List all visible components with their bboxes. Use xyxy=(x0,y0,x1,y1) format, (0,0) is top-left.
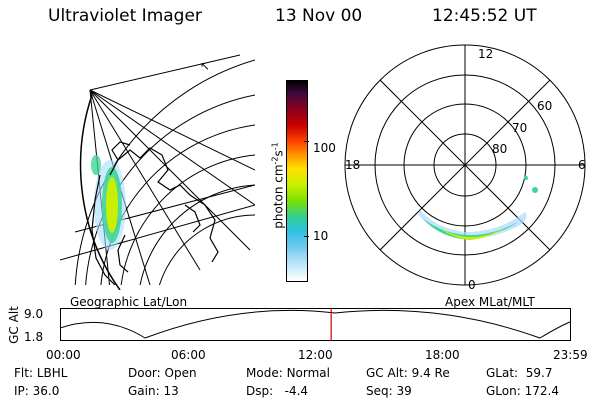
mode-value: Normal xyxy=(286,366,330,380)
geographic-panel-title: Geographic Lat/Lon xyxy=(70,295,188,309)
gain-label: Gain: xyxy=(128,384,160,398)
time-tick-0: 00:00 xyxy=(46,348,81,362)
glat-value: 59.7 xyxy=(525,366,553,380)
time-tick-4: 23:59 xyxy=(553,348,588,362)
seq-value: 39 xyxy=(396,384,412,398)
glon-info: GLon: 172.4 xyxy=(486,384,559,398)
colorbar-tick-10: 10 xyxy=(313,229,329,243)
unit-text: s xyxy=(271,150,286,157)
ip-label: IP: xyxy=(14,384,29,398)
ip-info: IP: 36.0 xyxy=(14,384,59,398)
colorbar-tickmark xyxy=(304,236,309,237)
colorbar-tick-100: 100 xyxy=(313,141,336,155)
mlat-label-70: 70 xyxy=(512,121,528,135)
mlt-label-6: 6 xyxy=(578,158,586,172)
door-info: Door: Open xyxy=(128,366,197,380)
svg-text:↖: ↖ xyxy=(200,59,210,73)
unit-text: photon cm xyxy=(271,164,286,229)
polar-panel-title: Apex MLat/MLT xyxy=(445,295,535,309)
instrument-title: Ultraviolet Imager xyxy=(48,6,202,26)
timeline-plot xyxy=(60,308,571,341)
filter-value: LBHL xyxy=(36,366,68,380)
seq-label: Seq: xyxy=(366,384,393,398)
polar-plot xyxy=(344,44,586,286)
gcalt-label: GC Alt: xyxy=(366,366,408,380)
mlt-label-18: 18 xyxy=(345,158,361,172)
glon-label: GLon: xyxy=(486,384,521,398)
unit-exp: -2 xyxy=(270,156,280,165)
gain-value: 13 xyxy=(163,384,179,398)
colorbar-tickmark xyxy=(304,141,309,142)
time-tick-3: 18:00 xyxy=(425,348,460,362)
mlt-label-12: 12 xyxy=(478,47,494,61)
timeline-ylabel: GC Alt xyxy=(7,306,21,344)
glat-info: GLat: 59.7 xyxy=(486,366,552,380)
unit-exp: -1 xyxy=(270,142,280,151)
door-label: Door: xyxy=(128,366,161,380)
filter-info: Flt: LBHL xyxy=(14,366,67,380)
ip-value: 36.0 xyxy=(32,384,60,398)
seq-info: Seq: 39 xyxy=(366,384,412,398)
colorbar xyxy=(286,80,308,282)
gcalt-info: GC Alt: 9.4 Re xyxy=(366,366,450,380)
mlat-label-60: 60 xyxy=(537,99,553,113)
glat-label: GLat: xyxy=(486,366,519,380)
mode-info: Mode: Normal xyxy=(246,366,330,380)
door-value: Open xyxy=(164,366,197,380)
glon-value: 172.4 xyxy=(524,384,559,398)
gain-info: Gain: 13 xyxy=(128,384,179,398)
mlt-label-0: 0 xyxy=(468,278,476,292)
filter-label: Flt: xyxy=(14,366,33,380)
dsp-value: -4.4 xyxy=(284,384,309,398)
geographic-map: ↖ xyxy=(60,54,255,290)
timeline-ymin: 1.8 xyxy=(24,330,44,344)
time-tick-1: 06:00 xyxy=(171,348,206,362)
mode-label: Mode: xyxy=(246,366,283,380)
gcalt-value: 9.4 Re xyxy=(411,366,450,380)
time-label: 12:45:52 UT xyxy=(432,6,537,26)
time-tick-2: 12:00 xyxy=(298,348,333,362)
colorbar-unit-label: photon cm-2s-1 xyxy=(271,116,286,256)
timeline-ymax: 9.0 xyxy=(24,307,44,321)
dsp-label: Dsp: xyxy=(246,384,274,398)
date-label: 13 Nov 00 xyxy=(275,6,363,26)
dsp-info: Dsp: -4.4 xyxy=(246,384,308,398)
mlat-label-80: 80 xyxy=(492,142,508,156)
